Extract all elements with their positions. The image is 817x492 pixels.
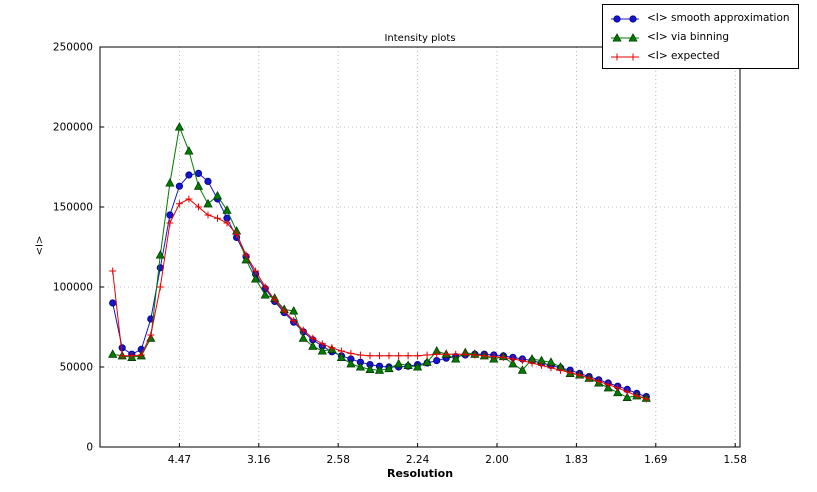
legend-entry-label: <I> expected bbox=[647, 49, 720, 62]
legend-entry: <I> smooth approximation bbox=[608, 8, 790, 27]
legend-entry: <I> expected bbox=[608, 46, 790, 65]
svg-text:2.00: 2.00 bbox=[485, 454, 508, 466]
y-axis-label: <I> bbox=[34, 235, 46, 256]
legend: <I> smooth approximation <I> via binning… bbox=[602, 4, 799, 69]
legend-entry-label: <I> smooth approximation bbox=[647, 11, 790, 24]
svg-text:200000: 200000 bbox=[53, 122, 93, 134]
legend-entry-label: <I> via binning bbox=[647, 30, 730, 43]
x-axis-label: Resolution bbox=[386, 467, 454, 480]
series-via-binning bbox=[108, 122, 651, 402]
svg-text:4.47: 4.47 bbox=[168, 454, 191, 466]
grid bbox=[100, 46, 740, 448]
svg-text:1.83: 1.83 bbox=[565, 454, 588, 466]
legend-entry: <I> via binning bbox=[608, 27, 790, 46]
plot-frame bbox=[99, 46, 741, 448]
svg-text:1.58: 1.58 bbox=[724, 454, 747, 466]
svg-text:50000: 50000 bbox=[60, 362, 93, 374]
legend-marker-plus-icon bbox=[608, 49, 642, 63]
y-tick-labels: 0 50000 100000 150000 200000 250000 bbox=[53, 42, 93, 454]
svg-text:1.69: 1.69 bbox=[644, 454, 667, 466]
svg-text:250000: 250000 bbox=[53, 42, 93, 54]
svg-text:150000: 150000 bbox=[53, 202, 93, 214]
svg-text:2.24: 2.24 bbox=[406, 454, 430, 466]
svg-text:2.58: 2.58 bbox=[327, 454, 350, 466]
legend-marker-circle-icon bbox=[608, 11, 642, 25]
series-expected bbox=[109, 195, 650, 403]
chart-title: Intensity plots bbox=[384, 33, 456, 44]
legend-marker-triangle-icon bbox=[608, 30, 642, 44]
svg-text:100000: 100000 bbox=[53, 282, 93, 294]
svg-text:3.16: 3.16 bbox=[247, 454, 271, 466]
svg-text:0: 0 bbox=[86, 442, 93, 454]
x-tick-labels: 4.47 3.16 2.58 2.24 2.00 1.83 1.69 1.58 bbox=[168, 454, 747, 466]
